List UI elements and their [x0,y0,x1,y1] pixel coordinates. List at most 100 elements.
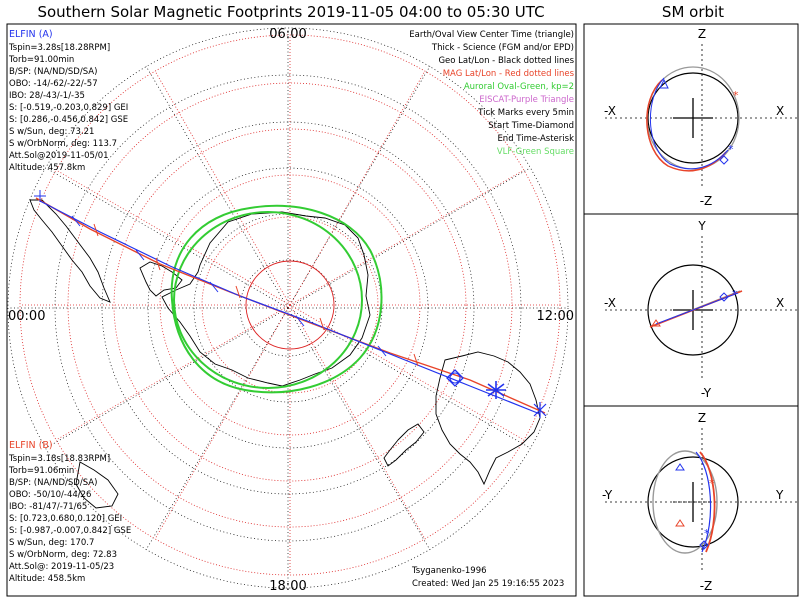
probe-a-line: S w/Sun, deg: 73.21 [9,127,94,137]
start-cross [34,190,46,202]
axis-label-bottom: -Z [700,579,713,593]
probe-b-line: S w/Sun, deg: 170.7 [9,538,94,548]
orbit-b-triangle [675,519,685,527]
orbit-b-triangle [651,319,661,327]
axis-label-top: Z [698,411,706,425]
legend-vlf: VLF-Green Square [497,147,574,157]
earth-circle [647,456,739,548]
geo-meridians [8,28,568,588]
africa-coast [75,461,119,509]
earth-circle [647,72,739,164]
auroral-oval-inner [173,211,363,389]
probe-a-line: IBO: 28/-43/-1/-35 [9,91,85,101]
axis-label-top: Y [697,219,706,233]
legend-end: End Time-Asterisk [497,134,574,144]
legend-eiscat: EISCAT-Purple Triangle [479,95,574,105]
orbit-b-asterisk: * [709,477,715,490]
start-diamond [446,369,464,387]
created-timestamp: Created: Wed Jan 25 19:16:55 2023 [412,579,564,589]
probe-b-line: B/SP: (NA/ND/SD/SA) [9,478,97,488]
probe-b-line: Altitude: 458.5km [9,574,85,584]
probe-a-line: Att.Sol@2019-11-05/01 [9,151,109,161]
polar-map [7,27,569,589]
elfin-a-ticks [71,215,387,357]
geo-circle [54,74,522,542]
orbit-a-track [655,292,739,325]
axis-label-bottom: -Y [701,386,712,400]
axis-label-left: -X [604,104,616,118]
end-asterisk [533,402,547,418]
axis-label-right: X [776,104,784,118]
orbit-a-asterisk: * [732,288,738,301]
axis-label-right: X [776,296,784,310]
model-credit: Tsyganenko-1996 [411,566,487,576]
probe-b-line: S: [-0.987,-0.007,0.842] GSE [9,526,131,536]
axis-label-bottom: -Z [700,194,713,208]
legend-ticks: Tick Marks every 5min [477,108,574,118]
axis-label-right: Y [775,488,784,502]
orbit-b-track [646,79,727,172]
hour-label-left: 00:00 [8,309,45,324]
axis-label-left: -X [604,296,616,310]
map-frame [6,23,577,597]
probe-b-line: IBO: -81/47/-71/65 [9,502,87,512]
elfin-b-ticks [93,223,419,367]
orbit-a-diamond [719,155,729,165]
probe-a-line: Tspin=3.28s[18.28RPM] [8,43,110,53]
probe-b-name: ELFIN (B) [9,440,53,451]
orbit-a-asterisk: * [704,527,710,540]
orbit-b-asterisk: * [733,89,739,102]
orbit-panel-yz: Z -Z -Y Y * * [602,411,798,593]
orbit-a-triangle [675,463,685,471]
probe-a-name: ELFIN (A) [9,29,53,40]
probe-a-line: Torb=91.00min [8,55,74,65]
geo-grid [7,27,569,589]
australia-coast [435,351,541,486]
view-center-marker [486,381,506,399]
legend: Earth/Oval View Center Time (triangle) T… [409,30,574,157]
main-title: Southern Solar Magnetic Footprints 2019-… [37,3,544,21]
mag-pole-circle [245,260,335,350]
probe-b-line: Tspin=3.18s[18.83RPM] [8,454,110,464]
mag-circle [19,34,561,576]
legend-mag: MAG Lat/Lon - Red dotted lines [443,69,575,79]
geo-circle [7,27,569,589]
orbit-a-diamond [699,540,709,550]
orbit-a-track [649,77,729,170]
orbit-a-gray [652,450,718,554]
auroral-oval-outer [170,204,383,394]
mag-circle [113,128,467,482]
axis-label-top: Z [698,27,706,41]
orbit-a-triangle [659,78,669,89]
legend-view-center: Earth/Oval View Center Time (triangle) [409,30,574,40]
axis-label-left: -Y [602,488,613,502]
orbit-title: SM orbit [662,3,724,21]
orbit-b-track [699,451,716,553]
orbit-panel-xz: Z -Z -X X * * [604,27,798,208]
hour-label-bottom: 18:00 [269,579,306,594]
legend-thick: Thick - Science (FGM and/or EPD) [431,43,574,53]
probe-b-line: S w/OrbNorm, deg: 72.83 [9,550,117,560]
hour-label-right: 12:00 [537,309,574,324]
legend-start: Start Time-Diamond [488,121,574,131]
hour-label-top: 06:00 [269,27,306,42]
probe-b-line: OBO: -50/10/-44/26 [9,490,91,500]
orbit-frame [583,23,799,597]
probe-b-line: Torb=91.06min [8,466,74,476]
orbit-a-asterisk: * [728,143,734,156]
legend-oval: Auroral Oval-Green, kp=2 [464,82,574,92]
probe-a-line: Altitude: 457.8km [9,163,85,173]
earth-circle [647,264,739,356]
mag-grid [19,34,561,576]
probe-a-line: S w/OrbNorm, deg: 113.7 [9,139,117,149]
south-america-coast [29,199,111,303]
orbit-a-diamond [719,292,729,302]
probe-a-line: B/SP: (NA/ND/SD/SA) [9,67,97,77]
probe-a-line: S: [0.286,-0.456,0.842] GSE [9,115,128,125]
probe-a-line: S: [-0.519,-0.203,0.829] GEI [9,103,128,113]
probe-a-info: ELFIN (A) Tspin=3.28s[18.28RPM] Torb=91.… [8,29,128,173]
probe-b-info: ELFIN (B) Tspin=3.18s[18.83RPM] Torb=91.… [8,440,131,584]
probe-b-line: Att.Sol@: 2019-11-05/23 [9,562,114,572]
new-zealand-coast [383,423,425,467]
